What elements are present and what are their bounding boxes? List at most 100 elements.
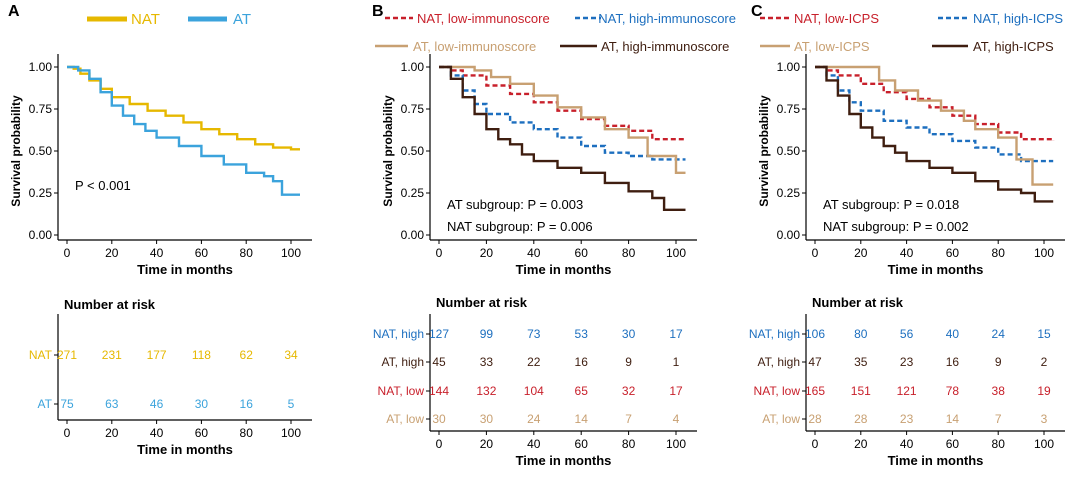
risk-row-label: AT, high bbox=[382, 355, 424, 369]
risk-count: 23 bbox=[900, 412, 914, 426]
risk-count: 104 bbox=[524, 384, 544, 398]
km-curve-at-high-immunoscore bbox=[439, 65, 686, 211]
risk-count: 62 bbox=[240, 348, 254, 362]
legend-label: AT, low-ICPS bbox=[794, 39, 870, 54]
risk-count: 24 bbox=[992, 327, 1006, 341]
risk-x-tick-label: 20 bbox=[105, 426, 119, 440]
risk-x-tick-label: 0 bbox=[812, 437, 819, 451]
risk-count: 99 bbox=[480, 327, 494, 341]
legend-label: NAT, high-ICPS bbox=[973, 11, 1063, 26]
panel-label: B bbox=[372, 3, 384, 20]
x-tick-label: 40 bbox=[527, 246, 541, 260]
risk-row-label: NAT, low bbox=[754, 384, 801, 398]
risk-count: 118 bbox=[192, 348, 211, 362]
y-tick-label: 0.50 bbox=[777, 144, 801, 158]
risk-x-tick-label: 60 bbox=[946, 437, 960, 451]
y-axis-title: Survival probability bbox=[381, 95, 395, 207]
risk-x-tick-label: 80 bbox=[240, 426, 254, 440]
risk-count: 16 bbox=[575, 355, 589, 369]
legend-label: NAT, low-ICPS bbox=[794, 11, 879, 26]
legend-label: NAT, high-immunoscore bbox=[598, 11, 736, 26]
km-curve-at-high-icps bbox=[815, 65, 1054, 203]
risk-count: 132 bbox=[476, 384, 496, 398]
risk-count: 24 bbox=[527, 412, 541, 426]
risk-count: 75 bbox=[60, 397, 74, 411]
risk-x-tick-label: 20 bbox=[480, 437, 494, 451]
risk-count: 34 bbox=[284, 348, 298, 362]
legend-label: AT, low-immunoscore bbox=[413, 39, 536, 54]
y-axis-title: Survival probability bbox=[757, 95, 771, 207]
risk-row-label: AT, high bbox=[758, 355, 800, 369]
risk-count: 16 bbox=[240, 397, 254, 411]
risk-count: 17 bbox=[669, 384, 683, 398]
p-value-annotation: NAT subgroup: P = 0.002 bbox=[823, 219, 969, 234]
km-curve-at-low-immunoscore bbox=[439, 65, 686, 174]
y-tick-label: 0.25 bbox=[401, 186, 425, 200]
km-curve-nat bbox=[67, 65, 300, 151]
risk-count: 80 bbox=[854, 327, 868, 341]
risk-count: 165 bbox=[805, 384, 825, 398]
risk-x-tick-label: 20 bbox=[854, 437, 868, 451]
y-tick-label: 0.25 bbox=[777, 186, 801, 200]
x-tick-label: 80 bbox=[992, 246, 1006, 260]
risk-x-axis-title: Time in months bbox=[137, 442, 233, 457]
risk-count: 30 bbox=[622, 327, 636, 341]
risk-table-title: Number at risk bbox=[812, 295, 904, 310]
risk-count: 73 bbox=[527, 327, 541, 341]
risk-count: 231 bbox=[102, 348, 122, 362]
risk-count: 30 bbox=[480, 412, 494, 426]
risk-x-axis-title: Time in months bbox=[516, 453, 612, 468]
risk-count: 177 bbox=[147, 348, 167, 362]
risk-row-label: NAT bbox=[29, 348, 53, 362]
p-value-annotation: AT subgroup: P = 0.003 bbox=[447, 197, 583, 212]
x-tick-label: 40 bbox=[900, 246, 914, 260]
risk-count: 65 bbox=[575, 384, 589, 398]
risk-count: 9 bbox=[625, 355, 632, 369]
legend-label: AT, high-ICPS bbox=[973, 39, 1054, 54]
risk-count: 3 bbox=[1041, 412, 1048, 426]
x-tick-label: 60 bbox=[946, 246, 960, 260]
risk-count: 2 bbox=[1041, 355, 1048, 369]
panel-a: A 0.00 0.25 0.50 0.75 1.00 0 20 40 60 80 100 Time in… bbox=[8, 3, 312, 457]
risk-count: 53 bbox=[575, 327, 589, 341]
panel-label: C bbox=[751, 3, 763, 20]
risk-row-label: NAT, high bbox=[749, 327, 800, 341]
risk-table-title: Number at risk bbox=[64, 297, 156, 312]
risk-count: 78 bbox=[946, 384, 960, 398]
risk-x-tick-label: 40 bbox=[150, 426, 164, 440]
risk-row-label: AT, low bbox=[386, 412, 424, 426]
x-tick-label: 60 bbox=[195, 246, 209, 260]
risk-count: 1 bbox=[673, 355, 680, 369]
risk-count: 23 bbox=[900, 355, 914, 369]
y-tick-label: 0.75 bbox=[29, 102, 53, 116]
risk-count: 28 bbox=[854, 412, 868, 426]
legend-label: AT bbox=[233, 11, 251, 28]
risk-row-label: NAT, low bbox=[378, 384, 425, 398]
risk-x-tick-label: 0 bbox=[436, 437, 443, 451]
y-tick-label: 0.50 bbox=[401, 144, 425, 158]
risk-count: 38 bbox=[992, 384, 1006, 398]
risk-count: 14 bbox=[575, 412, 589, 426]
risk-count: 46 bbox=[150, 397, 164, 411]
risk-count: 9 bbox=[995, 355, 1002, 369]
risk-count: 4 bbox=[673, 412, 680, 426]
legend-label: AT, high-immunoscore bbox=[601, 39, 729, 54]
legend-label: NAT bbox=[131, 11, 160, 28]
y-tick-label: 0.25 bbox=[29, 186, 53, 200]
risk-count: 15 bbox=[1037, 327, 1051, 341]
risk-count: 33 bbox=[480, 355, 494, 369]
risk-x-tick-label: 80 bbox=[992, 437, 1006, 451]
y-tick-label: 1.00 bbox=[777, 60, 801, 74]
risk-x-tick-label: 60 bbox=[575, 437, 589, 451]
risk-count: 30 bbox=[195, 397, 209, 411]
y-tick-label: 0.00 bbox=[401, 228, 425, 242]
risk-x-tick-label: 100 bbox=[666, 437, 686, 451]
risk-count: 14 bbox=[946, 412, 960, 426]
legend-label: NAT, low-immunoscore bbox=[417, 11, 550, 26]
risk-count: 106 bbox=[805, 327, 825, 341]
risk-x-tick-label: 40 bbox=[527, 437, 541, 451]
risk-count: 45 bbox=[432, 355, 446, 369]
km-curve-at bbox=[67, 65, 300, 196]
risk-count: 35 bbox=[854, 355, 868, 369]
